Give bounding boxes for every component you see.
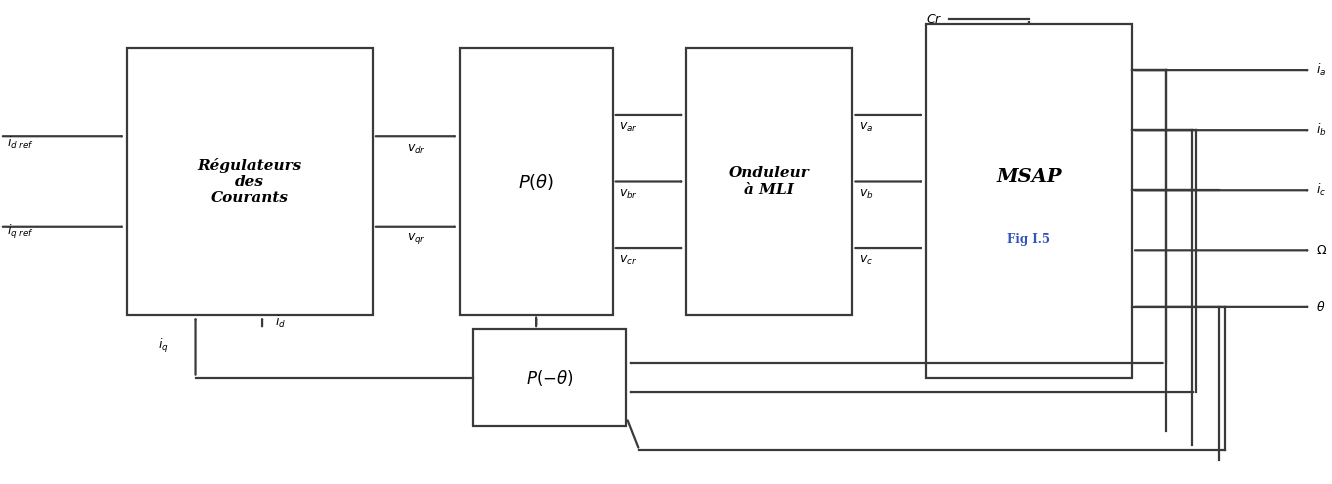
Text: $v_{qr}$: $v_{qr}$ [406,231,426,246]
Text: $v_{dr}$: $v_{dr}$ [406,142,426,156]
Text: $v_b$: $v_b$ [859,188,874,201]
FancyBboxPatch shape [926,24,1132,378]
Text: $i_b$: $i_b$ [1316,122,1327,138]
Text: $P(\theta)$: $P(\theta)$ [518,171,554,192]
Text: Régulateurs
des
Courants: Régulateurs des Courants [197,158,302,205]
Text: $v_a$: $v_a$ [859,121,874,135]
Text: $P(-\theta)$: $P(-\theta)$ [526,367,573,388]
Text: Fig I.5: Fig I.5 [1007,233,1051,246]
FancyBboxPatch shape [473,329,626,426]
Text: $v_{cr}$: $v_{cr}$ [619,254,638,267]
Text: $\theta$: $\theta$ [1316,300,1325,314]
FancyBboxPatch shape [127,48,373,315]
Text: $i_q$: $i_q$ [159,337,169,355]
FancyBboxPatch shape [686,48,852,315]
Text: $i_a$: $i_a$ [1316,62,1327,78]
Text: $\Omega$: $\Omega$ [1316,244,1327,257]
Text: $i_d$: $i_d$ [276,314,286,330]
Text: $v_{ar}$: $v_{ar}$ [619,121,638,135]
Text: Onduleur
à MLI: Onduleur à MLI [729,166,810,197]
Text: $i_{q\ ref}$: $i_{q\ ref}$ [7,223,33,242]
Text: $i_{d\ ref}$: $i_{d\ ref}$ [7,135,33,151]
Text: $v_{br}$: $v_{br}$ [619,188,638,201]
FancyBboxPatch shape [460,48,613,315]
Text: MSAP: MSAP [996,167,1062,186]
Text: $v_c$: $v_c$ [859,254,874,267]
Text: $i_c$: $i_c$ [1316,182,1327,198]
Text: $Cr$: $Cr$ [926,13,942,26]
